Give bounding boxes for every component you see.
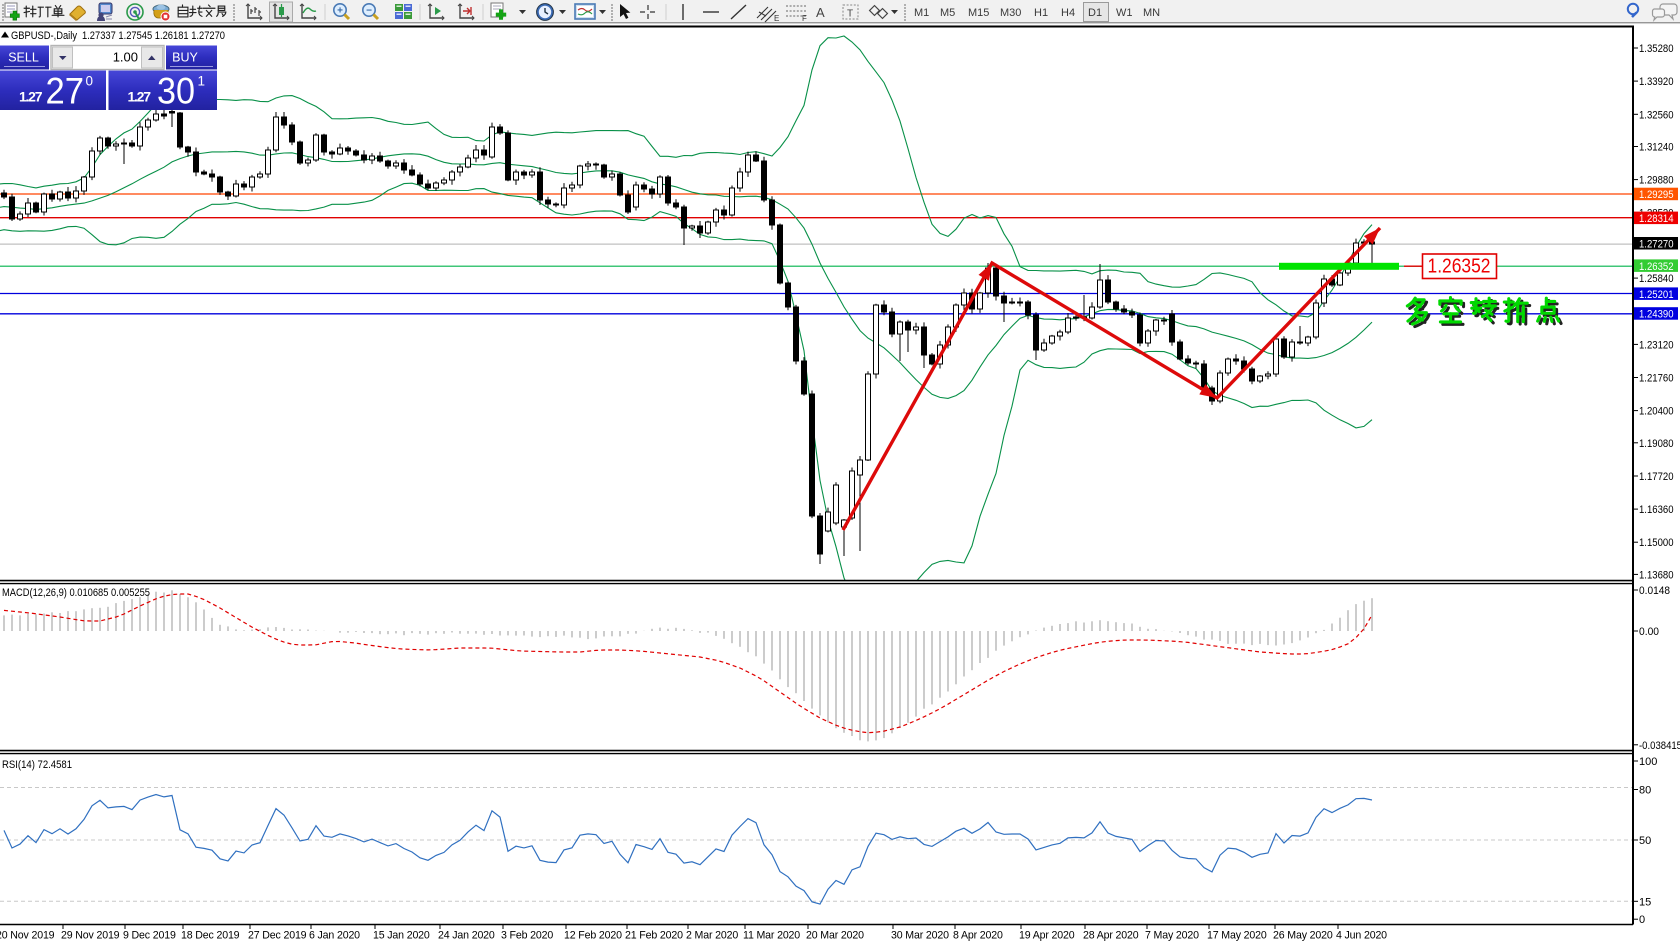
svg-text:2 Mar 2020: 2 Mar 2020 bbox=[686, 930, 738, 942]
svg-text:15: 15 bbox=[1639, 896, 1651, 908]
svg-text:MN: MN bbox=[1143, 7, 1160, 19]
svg-text:M5: M5 bbox=[940, 7, 955, 19]
svg-text:6 Jan 2020: 6 Jan 2020 bbox=[309, 930, 360, 942]
svg-text:H1: H1 bbox=[1034, 7, 1048, 19]
svg-text:H4: H4 bbox=[1061, 7, 1075, 19]
svg-text:1.17720: 1.17720 bbox=[1639, 471, 1674, 483]
svg-text:A: A bbox=[816, 5, 825, 20]
svg-text:MACD(12,26,9) 0.010685 0.00525: MACD(12,26,9) 0.010685 0.005255 bbox=[2, 587, 150, 599]
svg-text:8 Apr 2020: 8 Apr 2020 bbox=[953, 930, 1003, 942]
svg-text:BUY: BUY bbox=[172, 51, 198, 65]
svg-text:1.15000: 1.15000 bbox=[1639, 537, 1674, 549]
svg-text:26 May 2020: 26 May 2020 bbox=[1273, 930, 1333, 942]
svg-text:1: 1 bbox=[198, 74, 206, 89]
svg-text:1.27270: 1.27270 bbox=[1639, 239, 1674, 251]
svg-text:1.13680: 1.13680 bbox=[1639, 569, 1674, 581]
svg-text:1.29880: 1.29880 bbox=[1639, 175, 1674, 187]
svg-text:1.21760: 1.21760 bbox=[1639, 373, 1674, 385]
svg-text:21 Feb 2020: 21 Feb 2020 bbox=[625, 930, 683, 942]
svg-text:3 Feb 2020: 3 Feb 2020 bbox=[501, 930, 553, 942]
svg-text:11 Mar 2020: 11 Mar 2020 bbox=[743, 930, 800, 942]
svg-text:1.26352: 1.26352 bbox=[1639, 261, 1674, 273]
svg-text:20 Mar 2020: 20 Mar 2020 bbox=[806, 930, 864, 942]
svg-text:18 Dec 2019: 18 Dec 2019 bbox=[181, 930, 240, 942]
svg-text:0.00: 0.00 bbox=[1639, 626, 1659, 638]
svg-text:9 Dec 2019: 9 Dec 2019 bbox=[123, 930, 176, 942]
svg-text:1.27337 1.27545 1.26181 1.2727: 1.27337 1.27545 1.26181 1.27270 bbox=[82, 30, 225, 42]
svg-text:24 Jan 2020: 24 Jan 2020 bbox=[438, 930, 495, 942]
svg-text:29 Nov 2019: 29 Nov 2019 bbox=[61, 930, 120, 942]
svg-text:19 Apr 2020: 19 Apr 2020 bbox=[1019, 930, 1075, 942]
svg-text:80: 80 bbox=[1639, 785, 1651, 797]
svg-text:−: − bbox=[366, 6, 372, 17]
svg-text:1.24390: 1.24390 bbox=[1639, 309, 1674, 321]
svg-text:50: 50 bbox=[1639, 835, 1651, 847]
svg-text:27 Dec 2019: 27 Dec 2019 bbox=[248, 930, 307, 942]
svg-text:1.23120: 1.23120 bbox=[1639, 339, 1674, 351]
svg-text:1.00: 1.00 bbox=[113, 50, 138, 65]
svg-text:1.29295: 1.29295 bbox=[1639, 189, 1674, 201]
svg-text:30 Mar 2020: 30 Mar 2020 bbox=[891, 930, 949, 942]
svg-text:1.25840: 1.25840 bbox=[1639, 273, 1674, 285]
svg-text:1.16360: 1.16360 bbox=[1639, 504, 1674, 516]
svg-text:1.27: 1.27 bbox=[19, 89, 43, 105]
svg-text:20 Nov 2019: 20 Nov 2019 bbox=[0, 930, 55, 942]
svg-text:RSI(14) 72.4581: RSI(14) 72.4581 bbox=[2, 759, 72, 771]
svg-text:GBPUSD-,Daily: GBPUSD-,Daily bbox=[11, 30, 77, 42]
svg-text:F: F bbox=[802, 14, 807, 23]
svg-text:4 Jun 2020: 4 Jun 2020 bbox=[1336, 930, 1387, 942]
svg-text:100: 100 bbox=[1639, 756, 1657, 768]
svg-text:0.0148: 0.0148 bbox=[1639, 585, 1670, 597]
svg-text:1.27: 1.27 bbox=[128, 89, 152, 105]
svg-text:1.19080: 1.19080 bbox=[1639, 438, 1674, 450]
svg-text:1.31240: 1.31240 bbox=[1639, 142, 1674, 154]
svg-text:30: 30 bbox=[157, 71, 195, 112]
svg-text:1.32560: 1.32560 bbox=[1639, 109, 1674, 121]
svg-text:1.28314: 1.28314 bbox=[1639, 213, 1674, 225]
svg-text:0: 0 bbox=[86, 74, 94, 89]
svg-text:27: 27 bbox=[46, 71, 85, 112]
svg-text:15 Jan 2020: 15 Jan 2020 bbox=[373, 930, 430, 942]
svg-text:W1: W1 bbox=[1116, 7, 1133, 19]
svg-text:28 Apr 2020: 28 Apr 2020 bbox=[1083, 930, 1139, 942]
svg-text:SELL: SELL bbox=[8, 51, 39, 65]
svg-text:M15: M15 bbox=[968, 7, 989, 19]
svg-text:T: T bbox=[847, 9, 853, 20]
svg-text:12 Feb 2020: 12 Feb 2020 bbox=[564, 930, 622, 942]
svg-text:7 May 2020: 7 May 2020 bbox=[1145, 930, 1199, 942]
svg-text:E: E bbox=[774, 14, 779, 23]
svg-text:1.25201: 1.25201 bbox=[1639, 289, 1674, 301]
svg-text:0: 0 bbox=[1639, 914, 1645, 926]
svg-text:-0.038415: -0.038415 bbox=[1639, 740, 1680, 752]
svg-text:M30: M30 bbox=[1000, 7, 1021, 19]
svg-text:1.35280: 1.35280 bbox=[1639, 43, 1674, 55]
svg-text:17 May 2020: 17 May 2020 bbox=[1207, 930, 1267, 942]
svg-text:D1: D1 bbox=[1088, 7, 1102, 19]
svg-text:1.33920: 1.33920 bbox=[1639, 76, 1674, 88]
svg-text:1.20400: 1.20400 bbox=[1639, 406, 1674, 418]
svg-text:1.26352: 1.26352 bbox=[1428, 255, 1491, 278]
svg-text:+: + bbox=[337, 6, 343, 17]
svg-text:M1: M1 bbox=[914, 7, 929, 19]
